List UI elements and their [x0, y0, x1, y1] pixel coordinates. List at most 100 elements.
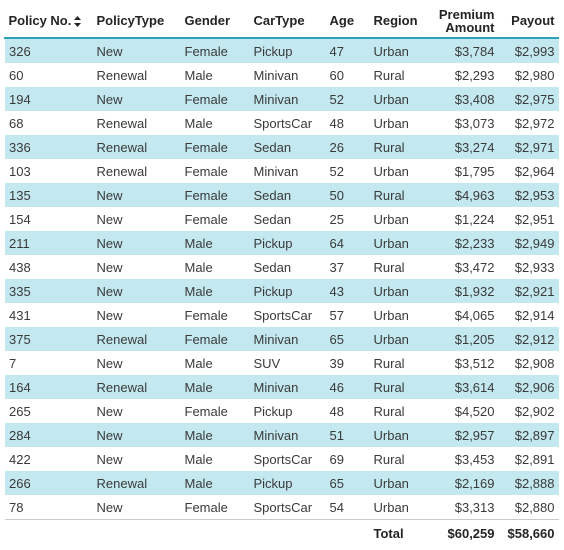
table-row[interactable]: 335 New Male Pickup 43 Urban $1,932 $2,921: [4, 279, 559, 303]
table-row[interactable]: 78 New Female SportsCar 54 Urban $3,313 $2,880: [4, 495, 559, 520]
cell-age: 52: [325, 159, 370, 183]
cell-gender: Female: [180, 303, 250, 327]
column-header-premium-amount[interactable]: Premium Amount: [430, 4, 499, 39]
column-header-label-line2: Amount: [445, 19, 495, 35]
cell-car-type: Minivan: [249, 423, 326, 447]
cell-gender: Female: [180, 183, 250, 207]
cell-region: Urban: [369, 471, 431, 495]
cell-payout: $2,912: [498, 327, 559, 351]
cell-age: 51: [325, 423, 370, 447]
cell-policy-no: 194: [4, 87, 93, 111]
cell-policy-no: 265: [4, 399, 93, 423]
column-header-gender[interactable]: Gender: [180, 4, 250, 39]
cell-policy-no: 60: [4, 63, 93, 87]
column-header-age[interactable]: Age: [325, 4, 370, 39]
column-header-label: PolicyType: [96, 13, 165, 28]
cell-policy-type: New: [92, 207, 181, 231]
cell-region: Rural: [369, 255, 431, 279]
cell-age: 48: [325, 399, 370, 423]
column-header-region[interactable]: Region: [369, 4, 431, 39]
table-header: Policy No. PolicyType Gender CarType Age…: [4, 4, 559, 39]
cell-policy-type: Renewal: [92, 375, 181, 399]
cell-region: Urban: [369, 231, 431, 255]
cell-payout: $2,949: [498, 231, 559, 255]
table-row[interactable]: 438 New Male Sedan 37 Rural $3,472 $2,933: [4, 255, 559, 279]
cell-car-type: SportsCar: [249, 447, 326, 471]
column-header-label: Premium Amount: [439, 8, 495, 34]
table-row[interactable]: 422 New Male SportsCar 69 Rural $3,453 $2,891: [4, 447, 559, 471]
total-cell-empty: [92, 519, 181, 546]
cell-policy-type: New: [92, 38, 181, 63]
cell-region: Rural: [369, 183, 431, 207]
cell-gender: Male: [180, 111, 250, 135]
cell-age: 64: [325, 231, 370, 255]
total-cell-empty: [325, 519, 370, 546]
cell-premium-amount: $3,453: [430, 447, 499, 471]
cell-car-type: Pickup: [249, 399, 326, 423]
cell-policy-no: 103: [4, 159, 93, 183]
cell-payout: $2,953: [498, 183, 559, 207]
column-header-label: CarType: [253, 13, 305, 28]
cell-region: Urban: [369, 423, 431, 447]
table-row[interactable]: 164 Renewal Male Minivan 46 Rural $3,614 $2,906: [4, 375, 559, 399]
cell-payout: $2,914: [498, 303, 559, 327]
cell-region: Urban: [369, 38, 431, 63]
table-row[interactable]: 266 Renewal Male Pickup 65 Urban $2,169 $2,888: [4, 471, 559, 495]
cell-policy-type: New: [92, 351, 181, 375]
column-header-policy-no[interactable]: Policy No.: [4, 4, 93, 39]
cell-policy-no: 211: [4, 231, 93, 255]
table-row[interactable]: 431 New Female SportsCar 57 Urban $4,065 $2,914: [4, 303, 559, 327]
cell-policy-type: New: [92, 423, 181, 447]
cell-car-type: Minivan: [249, 327, 326, 351]
cell-payout: $2,993: [498, 38, 559, 63]
cell-region: Urban: [369, 303, 431, 327]
table-row[interactable]: 68 Renewal Male SportsCar 48 Urban $3,073 $2,97…: [4, 111, 559, 135]
table-body: 326 New Female Pickup 47 Urban $3,784 $2,993 60 R…: [4, 38, 559, 520]
cell-gender: Male: [180, 279, 250, 303]
cell-premium-amount: $4,520: [430, 399, 499, 423]
cell-payout: $2,888: [498, 471, 559, 495]
table-row[interactable]: 375 Renewal Female Minivan 65 Urban $1,205 $2,9…: [4, 327, 559, 351]
table-row[interactable]: 284 New Male Minivan 51 Urban $2,957 $2,897: [4, 423, 559, 447]
cell-age: 47: [325, 38, 370, 63]
cell-policy-no: 154: [4, 207, 93, 231]
table-row[interactable]: 60 Renewal Male Minivan 60 Rural $2,293 $2,980: [4, 63, 559, 87]
cell-premium-amount: $4,065: [430, 303, 499, 327]
cell-gender: Male: [180, 255, 250, 279]
cell-payout: $2,964: [498, 159, 559, 183]
column-header-label: Policy No.: [8, 12, 72, 28]
sort-updown-icon[interactable]: [74, 16, 82, 28]
cell-age: 50: [325, 183, 370, 207]
table-row[interactable]: 326 New Female Pickup 47 Urban $3,784 $2,993: [4, 38, 559, 63]
column-header-label: Region: [373, 13, 418, 28]
table-row[interactable]: 211 New Male Pickup 64 Urban $2,233 $2,949: [4, 231, 559, 255]
table-row[interactable]: 135 New Female Sedan 50 Rural $4,963 $2,953: [4, 183, 559, 207]
cell-policy-type: Renewal: [92, 471, 181, 495]
cell-age: 39: [325, 351, 370, 375]
table-row[interactable]: 336 Renewal Female Sedan 26 Rural $3,274 $2,971: [4, 135, 559, 159]
cell-premium-amount: $3,274: [430, 135, 499, 159]
cell-payout: $2,951: [498, 207, 559, 231]
cell-age: 60: [325, 63, 370, 87]
table-row[interactable]: 265 New Female Pickup 48 Rural $4,520 $2,902: [4, 399, 559, 423]
cell-policy-no: 284: [4, 423, 93, 447]
table-row[interactable]: 103 Renewal Female Minivan 52 Urban $1,795 $2,9…: [4, 159, 559, 183]
cell-policy-no: 135: [4, 183, 93, 207]
cell-policy-no: 78: [4, 495, 93, 520]
table-row[interactable]: 7 New Male SUV 39 Rural $3,512 $2,908: [4, 351, 559, 375]
column-header-policy-type[interactable]: PolicyType: [92, 4, 181, 39]
cell-policy-type: New: [92, 255, 181, 279]
column-header-car-type[interactable]: CarType: [249, 4, 326, 39]
column-header-payout[interactable]: Payout: [498, 4, 559, 39]
cell-gender: Female: [180, 87, 250, 111]
table-row[interactable]: 154 New Female Sedan 25 Urban $1,224 $2,951: [4, 207, 559, 231]
cell-region: Rural: [369, 135, 431, 159]
cell-age: 54: [325, 495, 370, 520]
cell-car-type: SportsCar: [249, 111, 326, 135]
cell-policy-no: 68: [4, 111, 93, 135]
cell-policy-type: Renewal: [92, 111, 181, 135]
cell-gender: Male: [180, 231, 250, 255]
cell-premium-amount: $4,963: [430, 183, 499, 207]
table-row[interactable]: 194 New Female Minivan 52 Urban $3,408 $2,975: [4, 87, 559, 111]
